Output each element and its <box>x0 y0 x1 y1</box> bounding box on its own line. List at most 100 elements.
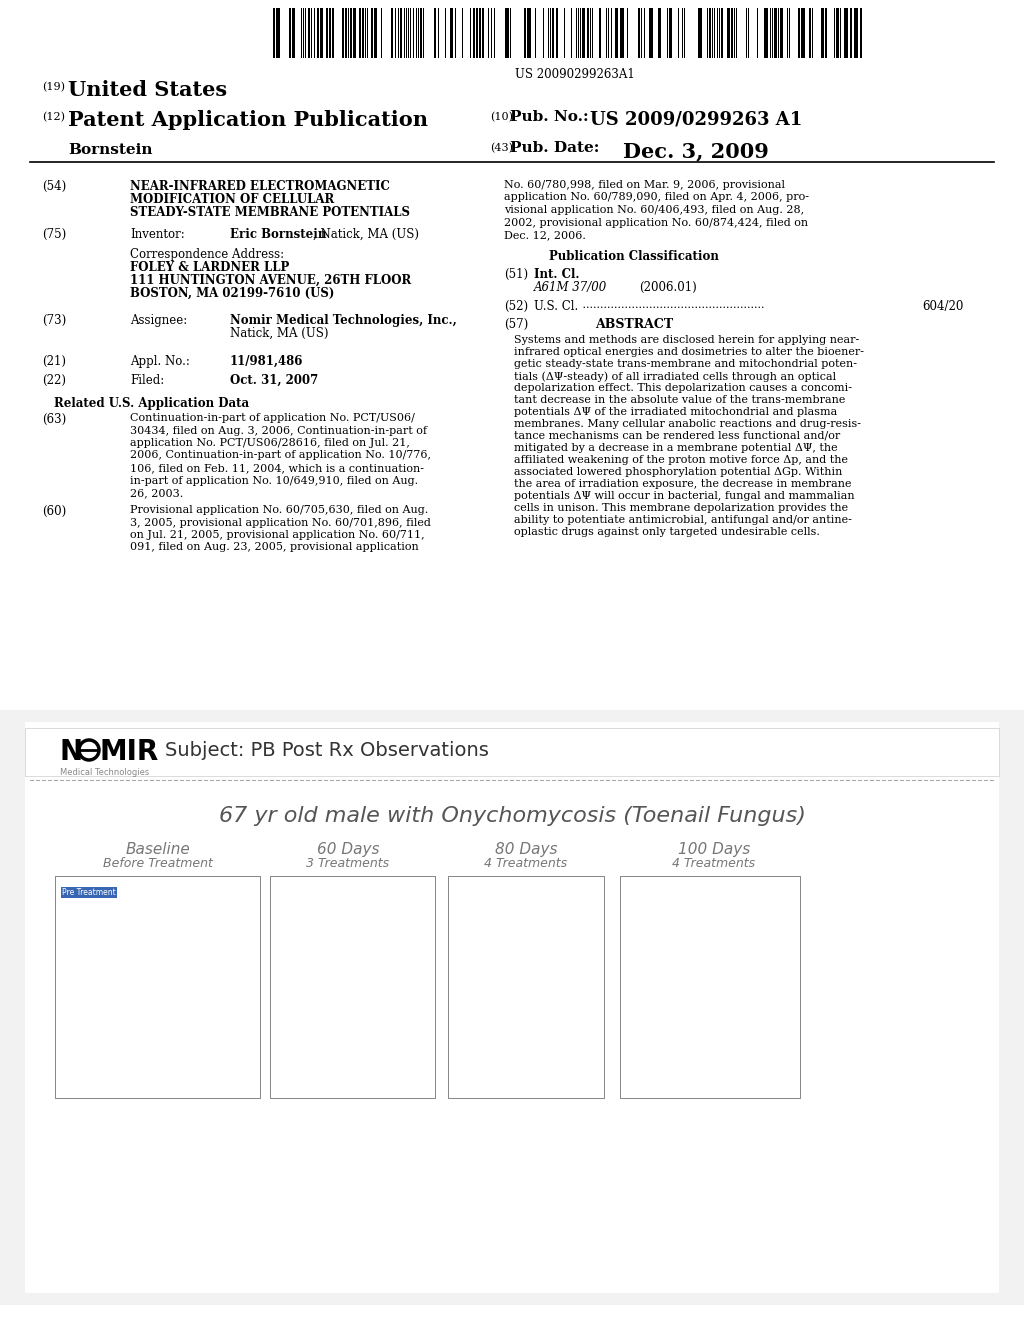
Text: 60 Days: 60 Days <box>316 842 379 857</box>
Text: tials (ΔΨ-steady) of all irradiated cells through an optical: tials (ΔΨ-steady) of all irradiated cell… <box>514 371 837 381</box>
Text: getic steady-state trans-membrane and mitochondrial poten-: getic steady-state trans-membrane and mi… <box>514 359 857 370</box>
Bar <box>345 8 347 58</box>
Text: Systems and methods are disclosed herein for applying near-: Systems and methods are disclosed herein… <box>514 335 859 345</box>
Bar <box>353 8 356 58</box>
Text: Baseline: Baseline <box>126 842 190 857</box>
Bar <box>552 8 554 58</box>
Bar <box>798 8 800 58</box>
Text: (19): (19) <box>42 82 65 92</box>
Text: mitigated by a decrease in a membrane potential ΔΨ, the: mitigated by a decrease in a membrane po… <box>514 444 838 453</box>
Bar <box>342 8 344 58</box>
Bar <box>505 8 509 58</box>
Bar <box>374 8 377 58</box>
Text: 2002, provisional application No. 60/874,424, filed on: 2002, provisional application No. 60/874… <box>504 218 808 227</box>
Text: , Natick, MA (US): , Natick, MA (US) <box>313 228 419 242</box>
Bar <box>270 876 435 1098</box>
Bar <box>825 8 827 58</box>
Text: (73): (73) <box>42 314 67 327</box>
Text: 091, filed on Aug. 23, 2005, provisional application: 091, filed on Aug. 23, 2005, provisional… <box>130 543 419 553</box>
Text: MODIFICATION OF CELLULAR: MODIFICATION OF CELLULAR <box>130 193 334 206</box>
Bar <box>329 8 331 58</box>
Bar <box>698 8 702 58</box>
Text: application No. 60/789,090, filed on Apr. 4, 2006, pro-: application No. 60/789,090, filed on Apr… <box>504 193 809 202</box>
Bar <box>854 8 858 58</box>
Bar <box>476 8 478 58</box>
Text: Medical Technologies: Medical Technologies <box>60 768 150 777</box>
Text: Inventor:: Inventor: <box>130 228 184 242</box>
Bar <box>801 8 805 58</box>
Bar <box>764 8 768 58</box>
Bar <box>587 8 589 58</box>
Text: N: N <box>60 738 83 766</box>
Text: Related U.S. Application Data: Related U.S. Application Data <box>54 397 250 411</box>
Text: Before Treatment: Before Treatment <box>103 857 213 870</box>
Text: infrared optical energies and dosimetries to alter the bioener-: infrared optical energies and dosimetrie… <box>514 347 864 356</box>
Bar <box>420 8 422 58</box>
Text: (2006.01): (2006.01) <box>639 281 696 294</box>
Bar <box>731 8 733 58</box>
Text: Correspondence Address:: Correspondence Address: <box>130 248 284 261</box>
Text: Natick, MA (US): Natick, MA (US) <box>230 327 329 341</box>
Text: 30434, filed on Aug. 3, 2006, Continuation-in-part of: 30434, filed on Aug. 3, 2006, Continuati… <box>130 425 427 436</box>
Text: potentials ΔΨ of the irradiated mitochondrial and plasma: potentials ΔΨ of the irradiated mitochon… <box>514 407 838 417</box>
Bar <box>638 8 640 58</box>
Bar <box>615 8 618 58</box>
Bar <box>620 8 624 58</box>
Bar <box>273 8 275 58</box>
Text: (60): (60) <box>42 506 67 517</box>
Text: visional application No. 60/406,493, filed on Aug. 28,: visional application No. 60/406,493, fil… <box>504 205 804 215</box>
Bar <box>482 8 484 58</box>
Text: 2006, Continuation-in-part of application No. 10/776,: 2006, Continuation-in-part of applicatio… <box>130 450 431 461</box>
Text: (10): (10) <box>490 112 513 123</box>
Text: 111 HUNTINGTON AVENUE, 26TH FLOOR: 111 HUNTINGTON AVENUE, 26TH FLOOR <box>130 275 412 286</box>
Bar <box>25 722 999 1294</box>
Text: on Jul. 21, 2005, provisional application No. 60/711,: on Jul. 21, 2005, provisional applicatio… <box>130 531 425 540</box>
Text: Int. Cl.: Int. Cl. <box>534 268 580 281</box>
Bar <box>276 8 280 58</box>
Text: U.S. Cl.: U.S. Cl. <box>534 300 579 313</box>
Text: (75): (75) <box>42 228 67 242</box>
Text: (63): (63) <box>42 413 67 426</box>
Bar <box>836 8 839 58</box>
Bar <box>844 8 848 58</box>
Text: ABSTRACT: ABSTRACT <box>595 318 673 331</box>
Text: 11/981,486: 11/981,486 <box>230 355 303 368</box>
Text: 106, filed on Feb. 11, 2004, which is a continuation-: 106, filed on Feb. 11, 2004, which is a … <box>130 463 424 473</box>
Bar <box>599 8 601 58</box>
Text: Publication Classification: Publication Classification <box>549 249 719 263</box>
Text: oplastic drugs against only targeted undesirable cells.: oplastic drugs against only targeted und… <box>514 527 820 537</box>
Text: 26, 2003.: 26, 2003. <box>130 488 183 498</box>
Bar <box>326 8 328 58</box>
Text: MIR: MIR <box>100 738 160 766</box>
Text: membranes. Many cellular anabolic reactions and drug-resis-: membranes. Many cellular anabolic reacti… <box>514 418 861 429</box>
Text: Appl. No.:: Appl. No.: <box>130 355 189 368</box>
Text: 80 Days: 80 Days <box>495 842 557 857</box>
Bar <box>709 8 711 58</box>
Bar <box>400 8 402 58</box>
Text: STEADY-STATE MEMBRANE POTENTIALS: STEADY-STATE MEMBRANE POTENTIALS <box>130 206 410 219</box>
Text: US 20090299263A1: US 20090299263A1 <box>515 69 635 81</box>
Text: Pub. No.:: Pub. No.: <box>510 110 589 124</box>
Text: Bornstein: Bornstein <box>68 143 153 157</box>
Bar <box>658 8 662 58</box>
Text: Filed:: Filed: <box>130 374 164 387</box>
Text: (57): (57) <box>504 318 528 331</box>
Bar <box>449 876 604 1098</box>
Text: Eric Bornstein: Eric Bornstein <box>230 228 327 242</box>
Text: Patent Application Publication: Patent Application Publication <box>68 110 428 129</box>
Bar <box>582 8 585 58</box>
Bar <box>821 8 824 58</box>
Text: (12): (12) <box>42 112 65 123</box>
Text: associated lowered phosphorylation potential ΔGp. Within: associated lowered phosphorylation poten… <box>514 467 843 477</box>
Bar <box>319 8 323 58</box>
Bar <box>25 729 999 776</box>
Text: affiliated weakening of the proton motive force Δp, and the: affiliated weakening of the proton motiv… <box>514 455 848 465</box>
Bar <box>850 8 852 58</box>
Text: Continuation-in-part of application No. PCT/US06/: Continuation-in-part of application No. … <box>130 413 415 422</box>
Text: NEAR-INFRARED ELECTROMAGNETIC: NEAR-INFRARED ELECTROMAGNETIC <box>130 180 390 193</box>
Text: BOSTON, MA 02199-7610 (US): BOSTON, MA 02199-7610 (US) <box>130 286 335 300</box>
Text: (21): (21) <box>42 355 66 368</box>
Text: tance mechanisms can be rendered less functional and/or: tance mechanisms can be rendered less fu… <box>514 432 841 441</box>
Bar <box>332 8 334 58</box>
Bar <box>308 8 310 58</box>
